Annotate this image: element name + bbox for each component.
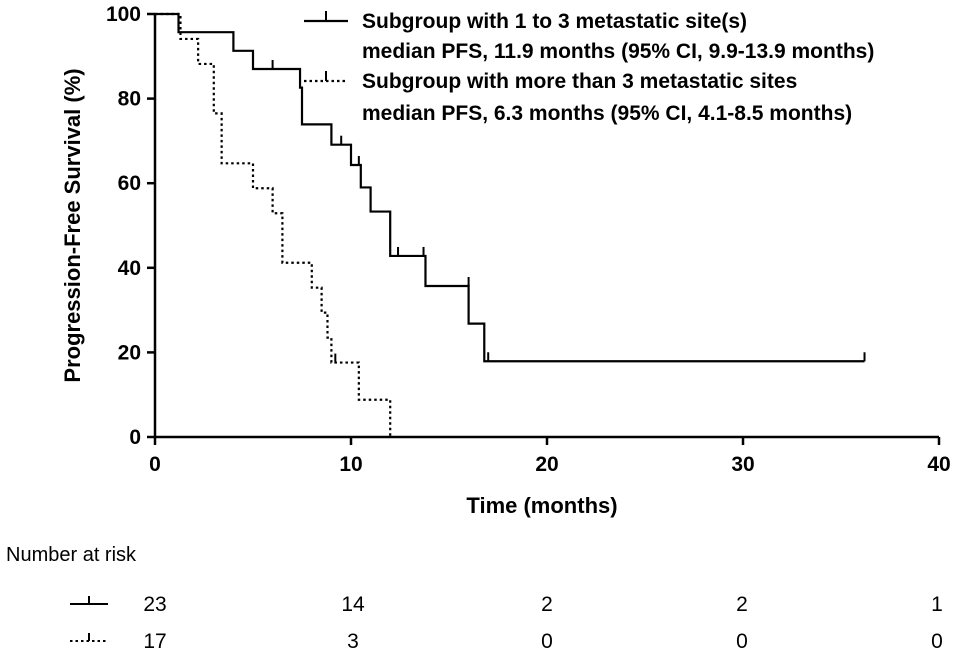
legend-marker-solid	[304, 11, 348, 23]
x-tick-label: 30	[731, 453, 754, 476]
risk-table-rows: 23 14 2 2 1 17 3 0 0 0	[70, 593, 943, 653]
risk-count: 17	[143, 630, 166, 653]
x-ticks: 0 10 20 30 40	[149, 437, 951, 476]
risk-count: 23	[143, 593, 166, 616]
curve-series-2-dotted	[155, 12, 392, 437]
legend-median-series-1: median PFS, 11.9 months (95% CI, 9.9-13.…	[362, 40, 874, 63]
y-ticks: 0 20 40 60 80 100	[106, 3, 155, 449]
risk-table-title: Number at risk	[6, 544, 137, 566]
y-axis-title: Progression-Free Survival (%)	[60, 68, 85, 382]
legend-median-series-2: median PFS, 6.3 months (95% CI, 4.1-8.5 …	[362, 102, 852, 125]
legend-entry-series-2: Subgroup with more than 3 metastatic sit…	[362, 70, 797, 93]
x-tick-label: 0	[149, 453, 161, 476]
y-tick-label: 100	[106, 3, 141, 26]
x-tick-label: 40	[927, 453, 950, 476]
number-at-risk-table: Number at risk 23 14 2 2 1 17 3 0 0 0	[6, 544, 943, 653]
legend-marker-dotted	[304, 71, 348, 83]
risk-count: 3	[347, 630, 359, 653]
survival-curves	[155, 12, 866, 437]
risk-count: 0	[931, 630, 943, 653]
legend: Subgroup with 1 to 3 metastatic site(s) …	[304, 10, 874, 125]
risk-count: 2	[541, 593, 553, 616]
legend-entry-series-1: Subgroup with 1 to 3 metastatic site(s)	[362, 10, 747, 33]
x-tick-label: 20	[535, 453, 558, 476]
risk-count: 14	[341, 593, 365, 616]
risk-count: 2	[736, 593, 748, 616]
curve-series-1-solid	[155, 12, 865, 363]
risk-count: 1	[931, 593, 943, 616]
y-tick-label: 60	[118, 172, 141, 195]
risk-count: 0	[541, 630, 553, 653]
axes: 0 10 20 30 40 0 20 40 60 80 100	[106, 3, 951, 476]
y-tick-label: 20	[118, 341, 141, 364]
y-tick-label: 80	[118, 88, 141, 111]
x-tick-label: 10	[339, 453, 362, 476]
y-tick-label: 40	[118, 257, 141, 280]
risk-count: 0	[736, 630, 748, 653]
y-tick-label: 0	[129, 426, 141, 449]
x-axis-title: Time (months)	[466, 493, 617, 518]
